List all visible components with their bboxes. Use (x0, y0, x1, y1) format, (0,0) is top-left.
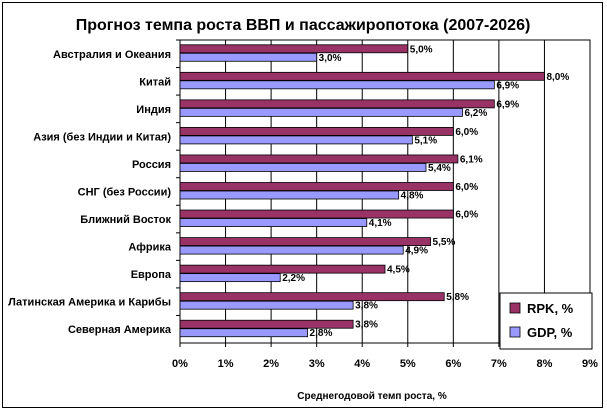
bar-rpk (179, 209, 454, 219)
x-tick-label: 4% (354, 358, 370, 370)
data-label-rpk: 4,5% (387, 265, 410, 276)
category-label: Азия (без Индии и Китая) (33, 131, 171, 143)
data-label-gdp: 2,8% (310, 328, 333, 339)
bar-rpk (179, 99, 495, 109)
bar-gdp (179, 52, 318, 62)
bar-rpk (179, 154, 459, 164)
x-tick-label: 6% (445, 358, 461, 370)
bar-rpk (179, 127, 454, 136)
bar-gdp (179, 80, 495, 90)
bar-rpk (179, 71, 545, 81)
bar-gdp (179, 163, 427, 172)
bar-gdp (179, 273, 281, 283)
data-label-rpk: 6,0% (455, 210, 478, 221)
data-label-rpk: 3,8% (355, 320, 378, 331)
bar-rpk (179, 237, 431, 246)
data-label-gdp: 4,1% (369, 218, 392, 229)
bar-rpk (179, 182, 454, 191)
bar-rpk (179, 264, 386, 274)
data-label-gdp: 5,4% (428, 163, 451, 174)
bar-rpk (179, 292, 445, 302)
category-label: Индия (136, 104, 171, 116)
data-label-gdp: 2,2% (282, 273, 305, 284)
bar-rpk (179, 319, 354, 329)
legend-entry: RPK, % (527, 301, 574, 316)
category-label: Европа (131, 269, 172, 281)
x-tick-label: 5% (400, 358, 416, 370)
category-label: СНГ (без России) (78, 187, 172, 199)
legend-box (499, 292, 593, 350)
legend-entry: GDP, % (527, 325, 573, 340)
data-label-rpk: 5,8% (446, 292, 469, 303)
data-label-gdp: 6,9% (496, 80, 519, 91)
bar-gdp (179, 245, 404, 255)
x-tick-label: 2% (263, 358, 279, 370)
data-label-rpk: 6,0% (455, 182, 478, 193)
data-label-gdp: 3,8% (355, 301, 378, 312)
category-label: Северная Америка (68, 324, 172, 336)
data-label-gdp: 5,1% (414, 135, 437, 146)
bar-gdp (179, 107, 463, 117)
x-tick-label: 8% (536, 358, 552, 370)
category-label: Австралия и Океания (53, 49, 171, 61)
bar-gdp (179, 300, 354, 310)
data-label-rpk: 5,0% (410, 44, 433, 55)
x-tick-label: 7% (491, 358, 507, 370)
legend-swatch (509, 326, 521, 338)
chart-title: Прогноз темпа роста ВВП и пассажиропоток… (76, 17, 531, 34)
x-tick-label: 3% (309, 358, 325, 370)
x-tick-label: 0% (172, 358, 188, 370)
category-label: Россия (132, 159, 171, 171)
bar-rpk (179, 44, 409, 54)
data-label-gdp: 4,8% (401, 191, 424, 202)
data-label-rpk: 6,1% (460, 154, 483, 165)
bar-gdp (179, 328, 308, 338)
bar-gdp (179, 135, 413, 145)
category-label: Латинская Америка и Карибы (8, 297, 171, 309)
x-axis-label: Среднегодовой темп роста, % (297, 391, 447, 402)
bar-gdp (179, 218, 368, 227)
data-label-rpk: 5,5% (433, 237, 456, 248)
category-label: Китай (139, 76, 171, 88)
x-tick-label: 9% (582, 358, 598, 370)
x-tick-label: 1% (218, 358, 234, 370)
data-label-rpk: 6,9% (496, 99, 519, 110)
bar-gdp (179, 190, 400, 200)
data-label-rpk: 8,0% (546, 72, 569, 83)
category-label: Ближний Восток (80, 214, 171, 226)
category-label: Африка (128, 242, 172, 254)
data-label-gdp: 3,0% (319, 53, 342, 64)
plot-area: 0% 1% 2% 3% 4% 5% 6% 7% 8% 9% Австралия и Океания 5… (8, 39, 598, 370)
data-label-rpk: 6,0% (455, 127, 478, 138)
data-label-gdp: 6,2% (464, 108, 487, 119)
legend-swatch (509, 302, 521, 314)
legend: RPK, % GDP, % (499, 292, 593, 350)
data-label-gdp: 4,9% (405, 246, 428, 257)
